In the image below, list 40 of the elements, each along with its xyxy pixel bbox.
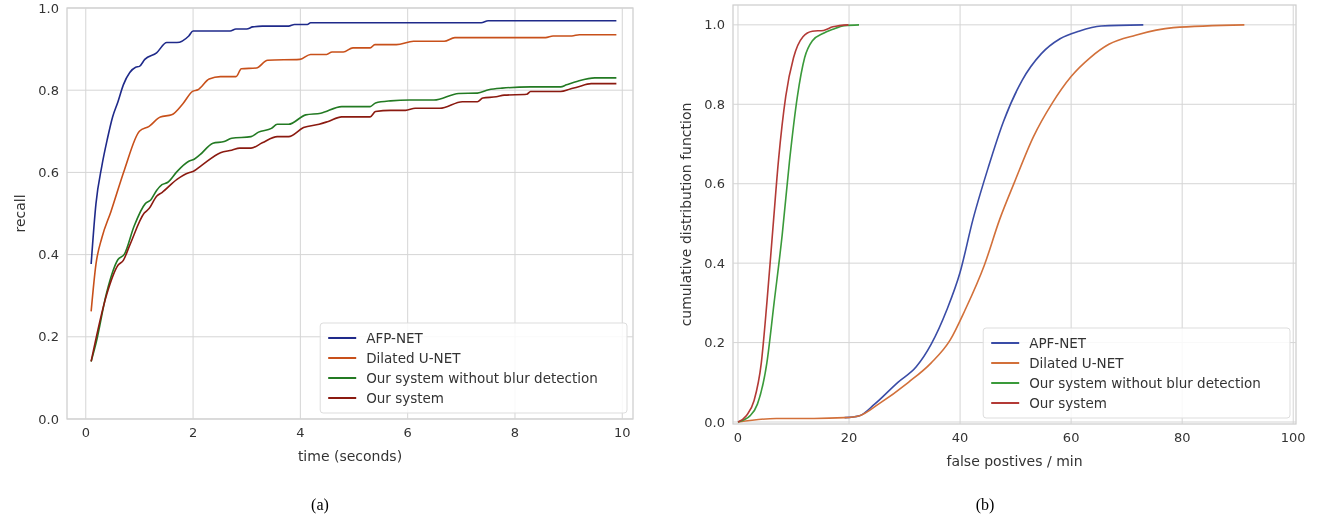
y-tick-label: 0.8 bbox=[704, 96, 725, 112]
y-tick-label: 0.2 bbox=[704, 335, 725, 351]
legend-label: APF-NET bbox=[1029, 334, 1087, 351]
x-tick-label: 8 bbox=[510, 425, 520, 440]
y-tick-label: 0.2 bbox=[38, 329, 59, 345]
y-tick-label: 0.4 bbox=[704, 255, 725, 271]
legend-label: Dilated U-NET bbox=[366, 349, 462, 366]
x-tick-label: 10 bbox=[614, 425, 631, 440]
y-tick-label: 1.0 bbox=[38, 0, 59, 16]
x-tick-label: 0 bbox=[733, 430, 743, 445]
y-tick-label: 0.8 bbox=[38, 82, 59, 98]
legend-label: Our system bbox=[366, 389, 445, 406]
x-tick-label: 6 bbox=[403, 425, 412, 440]
x-tick-label: 80 bbox=[1173, 430, 1191, 445]
x-tick-label: 40 bbox=[951, 430, 969, 445]
legend-label: Our system without blur detection bbox=[1029, 374, 1261, 391]
y-axis-title: cumulative distribution function bbox=[678, 102, 694, 327]
legend-label: Our system without blur detection bbox=[366, 369, 598, 386]
y-tick-label: 0.0 bbox=[38, 411, 59, 427]
x-tick-label: 100 bbox=[1280, 430, 1306, 445]
line-series bbox=[90, 19, 618, 265]
y-tick-label: 0.6 bbox=[38, 164, 59, 180]
legend-label: Our system bbox=[1029, 394, 1108, 411]
y-tick-label: 0.0 bbox=[704, 414, 725, 430]
x-tick-label: 4 bbox=[296, 425, 305, 440]
text: (a) bbox=[311, 496, 329, 514]
x-axis-title: false postives / min bbox=[946, 453, 1083, 469]
x-tick-label: 20 bbox=[840, 430, 858, 445]
legend-label: Dilated U-NET bbox=[1029, 354, 1125, 371]
y-tick-label: 0.6 bbox=[704, 176, 725, 192]
text: (b) bbox=[975, 496, 995, 514]
y-tick-label: 0.4 bbox=[38, 247, 59, 263]
x-tick-label: 2 bbox=[188, 425, 198, 440]
x-tick-label: 0 bbox=[81, 425, 90, 440]
legend-label: AFP-NET bbox=[366, 329, 424, 346]
x-tick-label: 60 bbox=[1062, 430, 1080, 445]
line-series bbox=[90, 33, 618, 313]
y-axis-title: recall bbox=[12, 194, 28, 233]
x-axis-title: time (seconds) bbox=[297, 448, 403, 464]
y-tick-label: 1.0 bbox=[704, 17, 725, 33]
